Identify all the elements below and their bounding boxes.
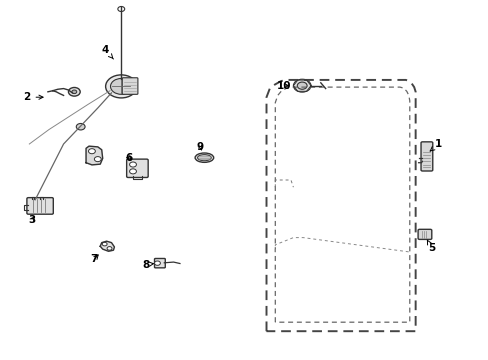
FancyBboxPatch shape	[417, 229, 431, 239]
Circle shape	[94, 157, 101, 162]
Text: 8: 8	[142, 260, 153, 270]
Circle shape	[105, 75, 137, 98]
Circle shape	[129, 169, 136, 174]
Text: 5: 5	[427, 240, 434, 253]
Circle shape	[154, 261, 160, 265]
Ellipse shape	[197, 155, 211, 161]
Polygon shape	[86, 146, 102, 165]
FancyBboxPatch shape	[154, 258, 165, 268]
Text: 9: 9	[197, 142, 203, 152]
Circle shape	[110, 78, 132, 94]
Circle shape	[72, 90, 77, 94]
Text: 7: 7	[90, 254, 98, 264]
Text: 3: 3	[28, 215, 35, 225]
Text: 1: 1	[429, 139, 441, 151]
FancyBboxPatch shape	[420, 142, 432, 171]
Circle shape	[88, 149, 95, 154]
Circle shape	[107, 247, 112, 250]
Circle shape	[129, 162, 136, 167]
Circle shape	[297, 82, 306, 89]
Circle shape	[68, 87, 80, 96]
FancyBboxPatch shape	[126, 159, 148, 177]
Text: 2: 2	[23, 92, 43, 102]
FancyBboxPatch shape	[27, 198, 53, 214]
Ellipse shape	[195, 153, 213, 162]
Text: 10: 10	[276, 81, 290, 91]
FancyBboxPatch shape	[122, 78, 138, 94]
Circle shape	[118, 6, 124, 12]
Polygon shape	[100, 241, 114, 251]
Circle shape	[102, 242, 107, 246]
Text: 6: 6	[125, 153, 132, 163]
Circle shape	[76, 123, 85, 130]
Text: 4: 4	[101, 45, 113, 59]
Circle shape	[293, 79, 310, 92]
